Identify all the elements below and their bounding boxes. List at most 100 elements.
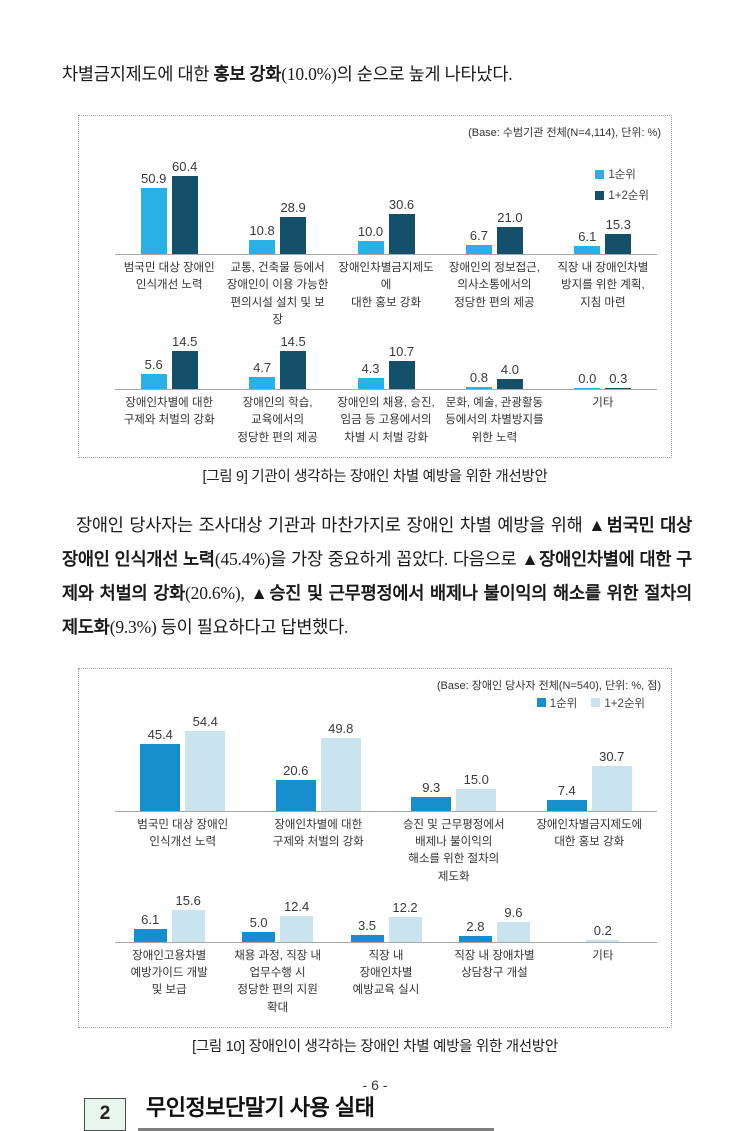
bar: [496, 226, 523, 254]
legend-label: 1+2순위: [608, 190, 649, 202]
emphasized-text: ▲장애인차별에 대한 구제와 처벌의 강화: [62, 548, 693, 603]
text-run: (10.0%)의 순으로 높게 나타났다.: [281, 64, 513, 84]
category-label: 장애인차별에 대한 구제와 처벌의 강화: [123, 397, 215, 427]
bars-row: 45.4 54.4 20.6 49.8 9.3 15.0 7.4 30.7: [115, 707, 657, 812]
bar-value-label: 14.5: [172, 334, 198, 349]
category-row: 장애인차별에 대한 구제와 처벌의 강화 장애인의 학습, 교육에서의 정당한 편…: [115, 395, 657, 447]
bar: [280, 351, 307, 389]
category-row: 범국민 대상 장애인 인식개선 노력 교통, 건축물 등에서 장애인이 이용 가능…: [115, 260, 657, 329]
bar-column: 4.3: [357, 360, 384, 389]
bar-column: 30.7: [591, 749, 632, 811]
bar: [350, 934, 384, 942]
bar-column: 50.9: [140, 171, 167, 254]
legend-label: 1순위: [608, 169, 636, 181]
bar: [574, 246, 601, 254]
bar-column: 10.8: [249, 223, 276, 254]
bar-value-label: 12.4: [283, 899, 310, 915]
bar-column: 60.4: [171, 159, 198, 254]
bar-column: 4.7: [249, 359, 276, 389]
category-label: 직장 내 장애차별 상담창구 개설: [454, 949, 535, 979]
section-header: 2 무인정보단말기 사용 실태: [84, 1090, 750, 1131]
bar: [249, 240, 276, 254]
bar-value-label: 0.8: [469, 369, 488, 385]
bar-group: 6.1 15.6: [115, 893, 223, 942]
bar: [388, 360, 415, 389]
bar-column: 12.2: [388, 899, 422, 942]
bar-value-label: 7.4: [557, 782, 576, 798]
bar: [249, 376, 276, 389]
category-label: 장애인고용차별 예방가이드 개발 및 보급: [130, 949, 208, 997]
legend-label: 1+2순위: [604, 697, 645, 710]
bar-column: 4.0: [496, 361, 523, 389]
bar: [591, 765, 632, 811]
category-label: 직장 내 장애인차별 방지를 위한 계획, 지침 마련: [557, 262, 649, 309]
bar-value-label: 15.3: [605, 217, 631, 233]
category-label: 교통, 건축물 등에서 장애인이 이용 가능한 편의시설 설치 및 보장: [226, 262, 329, 326]
bar: [185, 730, 226, 811]
figure10-chart: (Base: 장애인 당사자 전체(N=540), 단위: %, 점) 1순위 1+…: [78, 667, 672, 1028]
bar-column: 21.0: [496, 210, 523, 254]
chart-legend: 1순위 1+2순위: [595, 166, 649, 203]
chart-row: 5.6 14.5 4.7 14.5 4.3 10.7 0.8 4.0 0.0 0.3 장애인차별에 …: [115, 329, 657, 447]
category-label: 장애인의 정보접근, 의사소통에서의 정당한 편의 제공: [448, 262, 540, 309]
figure10-caption: [그림 10] 장애인이 생각하는 장애인 차별 예방을 위한 개선방안: [192, 1038, 558, 1055]
bar-group: 2.8 9.6: [440, 905, 548, 942]
legend-item: 1순위: [536, 695, 578, 711]
category-label: 기타: [592, 949, 614, 962]
bar-value-label: 10.0: [357, 224, 384, 240]
category-label: 기타: [592, 397, 614, 409]
bar-column: 6.1: [133, 912, 167, 942]
bar-group: 10.8 28.9: [223, 200, 331, 254]
bar-value-label: 10.7: [388, 343, 415, 359]
document-page: { "page": { "intro_segments": [ {"t": "차…: [0, 58, 750, 1131]
bar: [605, 234, 632, 254]
chart-row: 6.1 15.6 5.0 12.4 3.5 12.2 2.8 9.6 0.2 장애인고용차별 예방…: [115, 886, 657, 1017]
bar-column: 9.6: [496, 905, 530, 942]
bar-column: 15.3: [605, 217, 632, 254]
bar-column: 0.3: [605, 371, 632, 389]
bar-value-label: 4.3: [361, 360, 380, 376]
emphasized-text: ▲승진 및 근무평정에서 배제나 불이익의 해소를 위한 절차의 제도화: [62, 582, 692, 637]
figure9-chart: (Base: 수범기관 전체(N=4,114), 단위: %) 1순위 1+2순위 5…: [78, 115, 672, 458]
bar-group: 0.0 0.3: [549, 371, 657, 389]
legend-item: 1+2순위: [591, 695, 645, 711]
bar-value-label: 6.1: [141, 912, 160, 928]
bar-column: 54.4: [185, 714, 226, 811]
bar-column: 6.1: [574, 229, 601, 254]
bar-column: 45.4: [140, 727, 181, 811]
bar-group: 4.3 10.7: [332, 344, 440, 389]
bar-value-label: 0.2: [593, 923, 612, 939]
bars-row: 6.1 15.6 5.0 12.4 3.5 12.2 2.8 9.6 0.2: [115, 886, 657, 943]
legend-label: 1순위: [549, 697, 578, 710]
legend-item: 1+2순위: [595, 187, 649, 203]
category-label: 문화, 예술, 관광활동 등에서의 차별방지를 위한 노력: [445, 397, 544, 444]
text-run: 장애인 당사자는 조사대상 기관과 마찬가지로 장애인 차별 예방을 위해: [76, 514, 589, 535]
bar-group: 6.7 21.0: [440, 210, 548, 254]
bar-group: 45.4 54.4: [115, 714, 251, 811]
bar-value-label: 10.8: [249, 223, 275, 239]
bar-group: 6.1 15.3: [549, 217, 657, 254]
legend-swatch-icon: [595, 190, 605, 200]
bar-column: 49.8: [320, 721, 361, 811]
bar-group: 4.7 14.5: [223, 334, 331, 389]
bar: [546, 799, 587, 811]
body-paragraph: 장애인 당사자는 조사대상 기관과 마찬가지로 장애인 차별 예방을 위해 ▲범…: [62, 508, 692, 644]
bar-value-label: 4.0: [500, 361, 519, 377]
bar-column: 5.0: [242, 915, 276, 942]
chart-row: 50.9 60.4 10.8 28.9 10.0 30.6 6.7 21.0 6.1 15.3 범국…: [115, 154, 657, 329]
bar-value-label: 4.7: [253, 359, 272, 375]
bar-value-label: 12.2: [392, 899, 418, 915]
bar-column: 10.0: [357, 224, 384, 254]
bar: [496, 922, 530, 942]
bar: [456, 788, 497, 811]
bar: [388, 916, 422, 942]
bar: [171, 351, 198, 389]
bar-group: 3.5 12.2: [332, 900, 440, 942]
bar-column: 0.2: [586, 923, 620, 942]
bar-value-label: 15.6: [175, 892, 201, 908]
bar: [280, 216, 307, 254]
category-label: 직장 내 장애인차별 예방교육 실시: [352, 949, 420, 997]
bar-value-label: 2.8: [466, 919, 485, 935]
bar: [388, 214, 415, 254]
emphasized-text: ▲범국민 대상 장애인 인식개선 노력: [62, 514, 692, 569]
